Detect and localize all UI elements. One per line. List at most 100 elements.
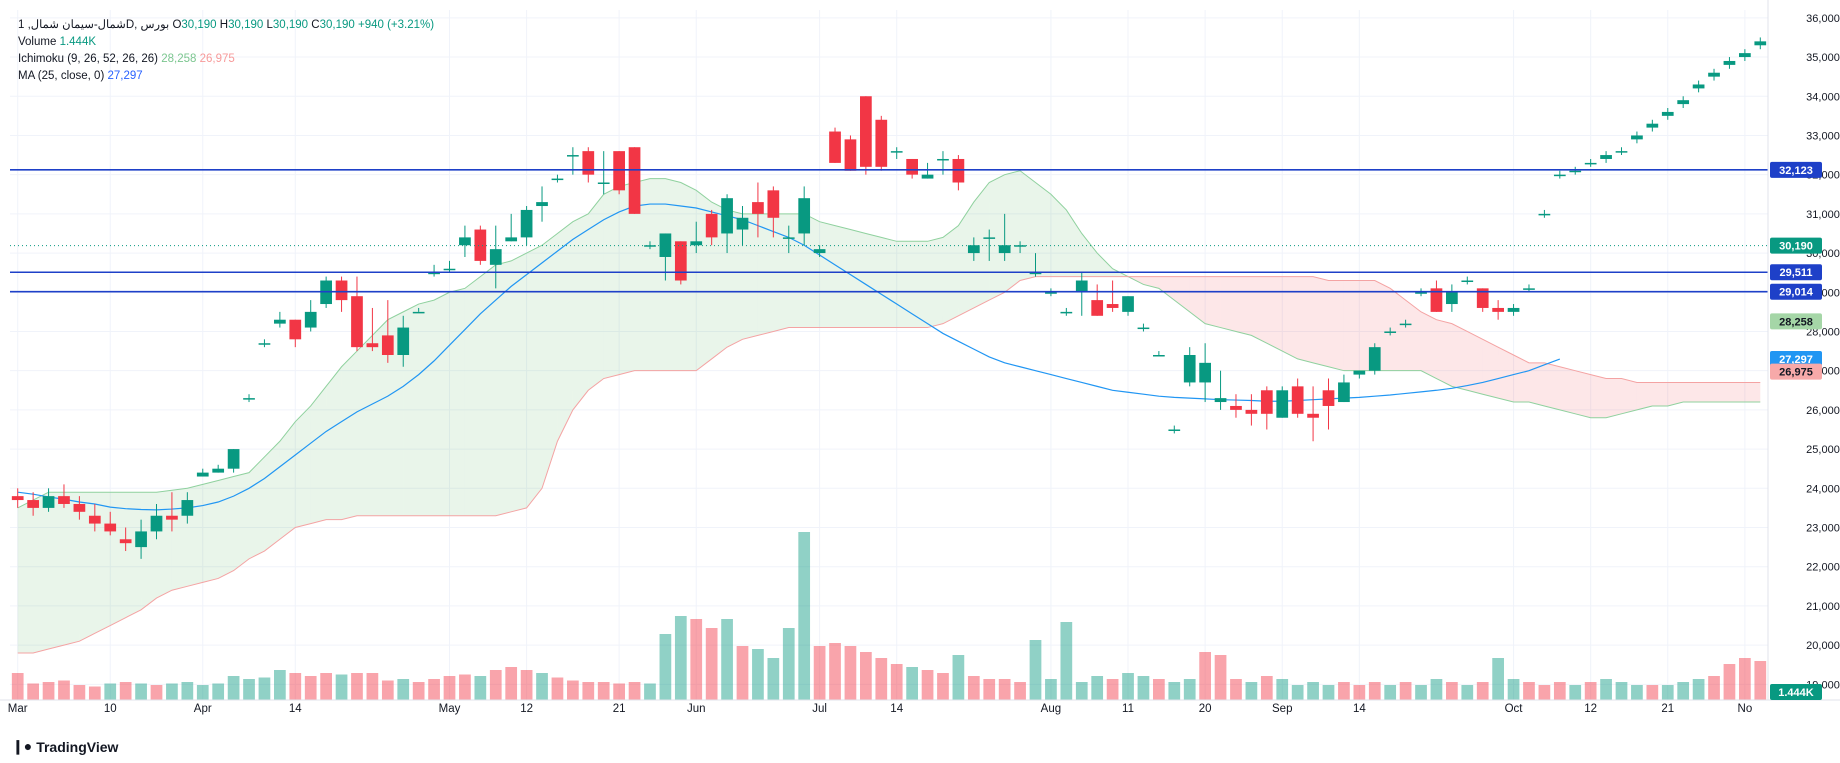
volume-bar — [366, 673, 379, 700]
candle-body — [1461, 280, 1474, 283]
y-tick-label: 35,000 — [1806, 52, 1840, 64]
volume-bar — [829, 643, 841, 700]
y-tick-label: 36,000 — [1806, 13, 1840, 25]
legend-ma-row[interactable]: MA (25, close, 0) 27,297 — [18, 68, 434, 85]
volume-tag — [1770, 684, 1822, 700]
volume-bar — [597, 682, 610, 700]
candle-body — [489, 249, 502, 265]
volume-bar — [1137, 676, 1150, 700]
volume-bar — [937, 673, 949, 700]
candle-body — [1507, 307, 1520, 312]
ichimoku-cloud-segment — [835, 225, 851, 328]
volume-bar — [11, 673, 24, 700]
volume-bar — [304, 676, 317, 700]
symbol-title[interactable]: شمال-سیمان شمال, 1D, بورس — [18, 19, 170, 31]
ichimoku-cloud-segment — [156, 490, 172, 599]
candle-body — [983, 237, 996, 239]
volume-bar — [520, 670, 533, 700]
volume-bar — [1631, 685, 1643, 700]
ichimoku-cloud-segment — [804, 213, 820, 328]
ichimoku-cloud-segment — [1205, 276, 1221, 328]
volume-bar — [412, 682, 425, 700]
legend-volume-row[interactable]: Volume 1.444K — [18, 34, 434, 51]
y-tick-label: 25,000 — [1806, 444, 1840, 456]
ichimoku-cloud-segment — [110, 492, 126, 626]
ichimoku-cloud-segment — [1498, 347, 1514, 403]
volume-bar — [551, 677, 564, 700]
candle-body — [1230, 405, 1242, 410]
ichimoku-cloud-segment — [526, 245, 543, 508]
high-value: 30,190 — [228, 19, 264, 31]
x-tick-label: Apr — [194, 703, 212, 715]
volume-bar — [690, 619, 703, 700]
candle-body — [1476, 288, 1489, 308]
ichimoku-cloud-segment — [1575, 370, 1591, 418]
y-tick-label: 21,000 — [1806, 601, 1840, 613]
candle-body — [1322, 390, 1335, 406]
candle-body — [1399, 323, 1412, 326]
tradingview-footer[interactable]: ❙● TradingView — [12, 738, 118, 755]
ichimoku-cloud-segment — [1528, 362, 1545, 406]
ichimoku-cloud-segment — [665, 178, 681, 371]
candle-body — [567, 155, 579, 157]
volume-bar — [721, 619, 733, 700]
volume-bar — [351, 673, 363, 700]
candle-body — [1368, 347, 1381, 371]
candle-body — [921, 174, 934, 179]
volume-bar — [1368, 682, 1381, 700]
ichimoku-cloud-segment — [1436, 319, 1452, 387]
volume-bar — [1708, 676, 1720, 700]
volume-bar — [1060, 622, 1073, 700]
volume-bar — [613, 683, 625, 700]
volume-bar — [1384, 685, 1397, 700]
candle-body — [1153, 355, 1165, 357]
ichimoku-cloud-segment — [788, 213, 805, 328]
candle-body — [212, 468, 225, 473]
candle-body — [1739, 53, 1751, 58]
candle-body — [1600, 155, 1612, 159]
ichimoku-cloud-segment — [619, 182, 635, 375]
ichimoku-cloud-segment — [1282, 276, 1298, 359]
volume-bar — [1122, 673, 1134, 700]
volume-bar — [397, 679, 410, 700]
ichimoku-cloud-segment — [403, 304, 419, 516]
ichimoku-cloud-segment — [1451, 323, 1468, 391]
candle-body — [628, 147, 641, 214]
candle-body — [690, 241, 703, 246]
volume-bar — [967, 676, 980, 700]
ichimoku-label: Ichimoku (9, 26, 52, 26, 26) — [18, 53, 158, 65]
ichimoku-cloud-segment — [572, 213, 589, 410]
volume-bar — [844, 646, 857, 700]
candle-body — [1106, 304, 1119, 308]
ichimoku-cloud-segment — [48, 492, 64, 650]
ichimoku-cloud-segment — [1081, 233, 1098, 277]
volume-bar — [1600, 679, 1612, 700]
volume-bar — [1553, 682, 1566, 700]
candle-body — [258, 343, 271, 345]
volume-bar — [1091, 676, 1104, 700]
ichimoku-cloud-segment — [218, 476, 234, 579]
price-tag — [1770, 237, 1822, 254]
x-tick-label: Jul — [812, 703, 827, 715]
candle-body — [1183, 355, 1196, 383]
ichimoku-cloud-segment — [310, 386, 327, 524]
price-tag — [1770, 351, 1822, 368]
volume-bar — [1199, 652, 1211, 700]
candle-body — [1692, 84, 1705, 89]
x-tick-label: May — [439, 703, 461, 715]
candle-body — [11, 496, 24, 501]
volume-bar — [1029, 640, 1042, 700]
x-tick-label: 14 — [289, 703, 302, 715]
volume-bar — [443, 676, 456, 700]
ichimoku-cloud-segment — [17, 500, 34, 653]
ichimoku-cloud-segment — [1667, 382, 1684, 406]
volume-bar — [582, 682, 595, 700]
y-tick-label: 33,000 — [1806, 130, 1840, 142]
volume-bar — [567, 680, 579, 700]
legend-ichimoku-row[interactable]: Ichimoku (9, 26, 52, 26, 26) 28,258 26,9… — [18, 51, 434, 68]
ichimoku-b-value: 26,975 — [199, 53, 235, 65]
price-tag — [1770, 363, 1822, 380]
ichimoku-cloud-segment — [1652, 382, 1668, 406]
ichimoku-cloud-segment — [372, 319, 388, 516]
